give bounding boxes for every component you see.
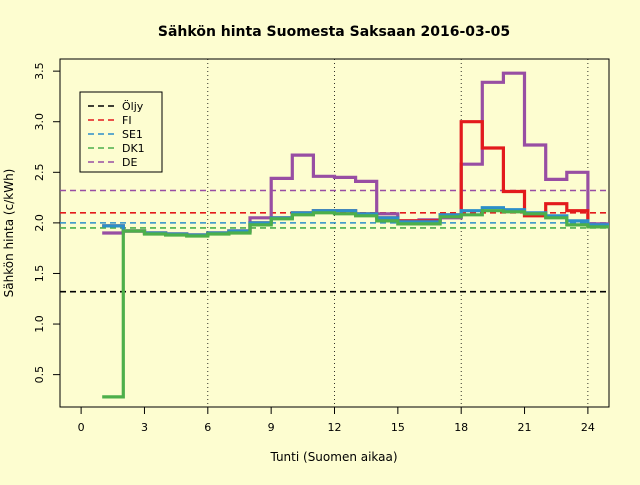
y-tick-label-0: 0.5: [33, 366, 46, 384]
y-tick-label-5: 3.0: [33, 113, 46, 131]
x-tick-label-24: 24: [581, 421, 595, 434]
x-tick-label-15: 15: [391, 421, 405, 434]
x-tick-label-0: 0: [78, 421, 85, 434]
y-tick-label-2: 1.5: [33, 265, 46, 283]
legend-label-dk1: DK1: [122, 142, 145, 155]
legend-label-oljy: Öljy: [122, 100, 144, 113]
y-tick-label-4: 2.5: [33, 164, 46, 182]
legend-box: [79, 91, 163, 173]
x-tick-label-18: 18: [454, 421, 468, 434]
x-tick-label-9: 9: [268, 421, 275, 434]
x-tick-label-12: 12: [328, 421, 342, 434]
y-tick-label-6: 3.5: [33, 62, 46, 80]
legend-label-de: DE: [122, 156, 137, 169]
plot-area: 0 3 6 9 12 15 18 21 24 0.5 1.0 1.5 2.0 2.5 3.0 3.5 ÖljyF…: [33, 58, 610, 434]
legend-label-se1: SE1: [122, 128, 143, 141]
y-tick-label-1: 1.0: [33, 315, 46, 333]
legend-label-fi: FI: [122, 114, 132, 127]
x-axis-label: Tunti (Suomen aikaa): [269, 450, 397, 464]
x-tick-label-21: 21: [518, 421, 532, 434]
chart-title: Sähkön hinta Suomesta Saksaan 2016-03-05: [158, 24, 510, 40]
y-tick-label-3: 2.0: [33, 214, 46, 232]
y-axis-label: Sähkön hinta (c/kWh): [2, 169, 16, 298]
x-tick-label-3: 3: [141, 421, 148, 434]
x-tick-label-6: 6: [204, 421, 211, 434]
series-line-dk1: [102, 209, 609, 399]
series-line-se1: [102, 206, 609, 237]
